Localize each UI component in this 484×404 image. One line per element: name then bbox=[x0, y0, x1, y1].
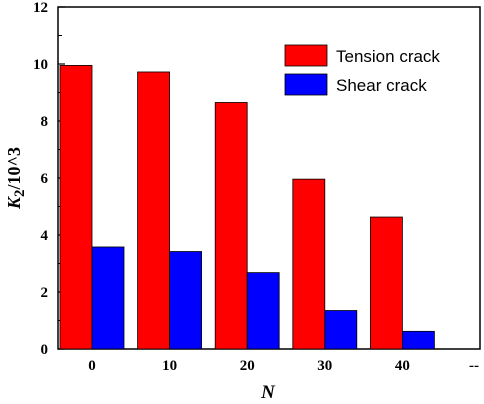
y-axis-title-main: K bbox=[4, 195, 24, 210]
bar-shear-0 bbox=[91, 246, 125, 350]
bar-tension-30 bbox=[292, 178, 326, 350]
x-axis: 0 10 20 30 40 bbox=[88, 342, 410, 374]
legend: Tension crack Shear crack bbox=[284, 44, 440, 96]
y-axis-title-sub: 2 bbox=[12, 189, 28, 197]
y-tick-label: 2 bbox=[41, 285, 49, 301]
bars bbox=[59, 65, 435, 350]
legend-label-shear: Shear crack bbox=[336, 76, 427, 95]
x-tick-label: 20 bbox=[240, 358, 255, 374]
bar-shear-30 bbox=[324, 310, 358, 350]
y-axis-title: K2/10^3 bbox=[4, 147, 28, 210]
bar-shear-10 bbox=[169, 251, 203, 350]
bar-tension-40 bbox=[369, 216, 403, 350]
legend-label-tension: Tension crack bbox=[336, 47, 440, 66]
bar-tension-20 bbox=[214, 102, 248, 350]
y-tick-label: 12 bbox=[33, 0, 48, 16]
y-tick-label: 8 bbox=[41, 114, 49, 130]
bar-tension-0 bbox=[59, 65, 93, 350]
y-tick-label: 4 bbox=[41, 228, 49, 244]
x-tick-label: 40 bbox=[395, 358, 410, 374]
legend-swatch-shear bbox=[284, 73, 328, 96]
x-tick-label: 0 bbox=[88, 358, 96, 374]
x-tick-extra: -- bbox=[469, 358, 479, 374]
x-tick-label: 10 bbox=[162, 358, 177, 374]
legend-swatch-tension bbox=[284, 44, 328, 67]
x-axis-title: N bbox=[260, 382, 276, 403]
bar-shear-40 bbox=[401, 330, 435, 350]
bar-tension-10 bbox=[137, 71, 171, 350]
x-tick-label: 30 bbox=[317, 358, 332, 374]
y-tick-label: 10 bbox=[33, 57, 48, 73]
y-axis-title-suffix: /10^3 bbox=[4, 147, 24, 190]
y-tick-label: 0 bbox=[41, 342, 49, 358]
y-tick-label: 6 bbox=[41, 171, 49, 187]
bar-shear-20 bbox=[246, 272, 280, 350]
